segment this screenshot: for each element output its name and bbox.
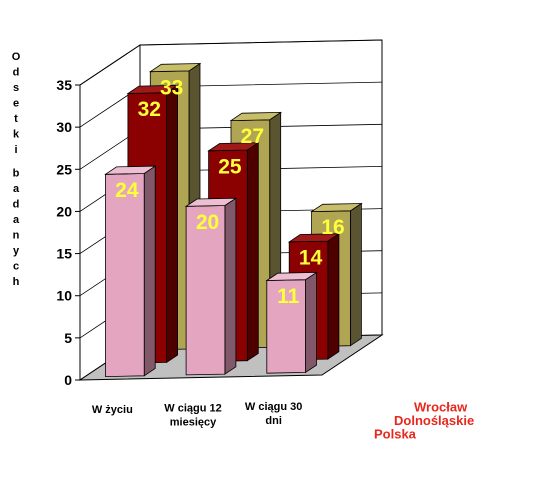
x-tick-label: W życiu bbox=[92, 404, 133, 416]
x-axis-labels: W życiu W ciągu 12 miesięcy W ciągu 30 dni bbox=[92, 401, 303, 429]
bar-top bbox=[184, 197, 238, 207]
bar-top bbox=[265, 271, 318, 281]
y-tick-label: 5 bbox=[64, 330, 72, 346]
y-axis-label-letter: h bbox=[13, 276, 20, 288]
bar-top bbox=[207, 142, 260, 152]
y-tick-label: 30 bbox=[56, 119, 72, 135]
data-label: 33 bbox=[160, 76, 183, 99]
bar-side bbox=[349, 202, 362, 347]
data-label: 27 bbox=[241, 125, 264, 148]
y-axis-label-letter: a bbox=[13, 183, 20, 195]
bar-side bbox=[305, 271, 317, 374]
y-tick-label: 10 bbox=[56, 288, 72, 304]
series-label: Polska bbox=[374, 426, 417, 441]
bar-top bbox=[126, 84, 179, 94]
bar-side bbox=[327, 232, 340, 360]
bar-side bbox=[143, 165, 156, 377]
x-tick-label: W ciągu 30 dni bbox=[245, 401, 302, 427]
bar-top bbox=[287, 233, 341, 243]
data-label: 32 bbox=[138, 98, 161, 121]
y-axis-label-letter: d bbox=[13, 67, 20, 79]
y-axis-label-letter: d bbox=[13, 198, 20, 210]
bar-Polska-W ciągu 12 miesięcy bbox=[184, 197, 238, 376]
chart-bars bbox=[104, 62, 363, 378]
bar-side bbox=[166, 84, 179, 364]
bar-Polska-W życiu bbox=[104, 165, 157, 378]
y-tick-label: 35 bbox=[56, 77, 72, 93]
series-label: Dolnośląskie bbox=[394, 413, 474, 428]
bar-side bbox=[246, 141, 259, 362]
bar-Polska-W ciągu 30 dni bbox=[265, 271, 318, 374]
y-axis-label-letter: b bbox=[13, 167, 20, 179]
data-label: 14 bbox=[299, 246, 323, 269]
y-axis-label-letter: t bbox=[14, 113, 18, 125]
data-label: 25 bbox=[218, 155, 242, 178]
y-axis-label-letter: e bbox=[13, 98, 19, 110]
y-tick-label: 25 bbox=[56, 161, 72, 177]
bar-top bbox=[310, 203, 363, 213]
y-axis-label-letter: O bbox=[12, 51, 21, 63]
data-label: 11 bbox=[277, 285, 300, 308]
y-axis-label-letter: a bbox=[13, 214, 20, 226]
y-axis-label-letter: i bbox=[14, 144, 17, 156]
y-axis-label-letter: y bbox=[13, 245, 20, 257]
y-tick-label: 0 bbox=[64, 372, 72, 388]
y-axis: 0 5 10 15 20 25 30 35 bbox=[56, 77, 81, 388]
series-label: Wrocław bbox=[414, 400, 468, 415]
x-tick-label: W ciągu 12 miesięcy bbox=[164, 403, 221, 429]
y-axis-label-letter: c bbox=[13, 260, 19, 272]
bar-top bbox=[104, 165, 157, 175]
y-tick-label: 20 bbox=[56, 203, 72, 219]
y-axis-label-letter: n bbox=[13, 229, 20, 241]
data-label: 16 bbox=[321, 216, 344, 239]
data-label: 20 bbox=[196, 211, 219, 234]
gridline bbox=[79, 39, 383, 86]
bar-front bbox=[105, 173, 145, 378]
y-axis-label-letter: k bbox=[13, 129, 20, 141]
bar-side bbox=[224, 197, 237, 375]
y-tick-label: 15 bbox=[56, 246, 72, 262]
bar-top bbox=[229, 111, 283, 122]
y-axis-label-letter: s bbox=[13, 82, 19, 94]
bar-top bbox=[148, 63, 202, 73]
data-label: 24 bbox=[115, 179, 139, 202]
